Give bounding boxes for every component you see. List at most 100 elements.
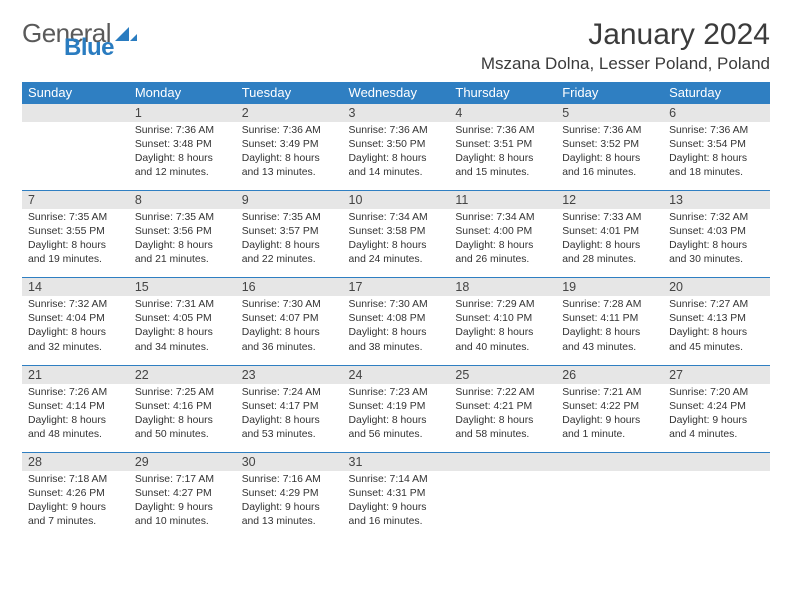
day-content-cell: Sunrise: 7:36 AMSunset: 3:50 PMDaylight:… (343, 122, 450, 191)
weekday-header: Sunday (22, 82, 129, 104)
header: General Blue January 2024 Mszana Dolna, … (22, 18, 770, 74)
day-content-cell: Sunrise: 7:24 AMSunset: 4:17 PMDaylight:… (236, 384, 343, 453)
daylight-text: Daylight: 9 hours and 10 minutes. (135, 501, 230, 529)
sunset-text: Sunset: 4:31 PM (349, 487, 444, 501)
sunset-text: Sunset: 3:51 PM (455, 138, 550, 152)
day-content-cell: Sunrise: 7:27 AMSunset: 4:13 PMDaylight:… (663, 296, 770, 365)
daylight-text: Daylight: 8 hours and 58 minutes. (455, 414, 550, 442)
sunset-text: Sunset: 3:55 PM (28, 225, 123, 239)
weekday-header: Tuesday (236, 82, 343, 104)
day-content-cell: Sunrise: 7:34 AMSunset: 4:00 PMDaylight:… (449, 209, 556, 278)
sunrise-text: Sunrise: 7:36 AM (135, 124, 230, 138)
day-content-cell: Sunrise: 7:31 AMSunset: 4:05 PMDaylight:… (129, 296, 236, 365)
sunset-text: Sunset: 4:26 PM (28, 487, 123, 501)
weekday-header: Friday (556, 82, 663, 104)
calendar-table: SundayMondayTuesdayWednesdayThursdayFrid… (22, 82, 770, 539)
sunset-text: Sunset: 4:05 PM (135, 312, 230, 326)
daylight-text: Daylight: 8 hours and 16 minutes. (562, 152, 657, 180)
sunrise-text: Sunrise: 7:21 AM (562, 386, 657, 400)
day-content-cell: Sunrise: 7:36 AMSunset: 3:52 PMDaylight:… (556, 122, 663, 191)
logo-text-b: Blue (64, 34, 114, 62)
day-number-cell: 30 (236, 452, 343, 471)
sunset-text: Sunset: 3:49 PM (242, 138, 337, 152)
sunrise-text: Sunrise: 7:30 AM (349, 298, 444, 312)
sunset-text: Sunset: 3:54 PM (669, 138, 764, 152)
sunrise-text: Sunrise: 7:35 AM (242, 211, 337, 225)
day-content-cell: Sunrise: 7:32 AMSunset: 4:03 PMDaylight:… (663, 209, 770, 278)
day-content-cell: Sunrise: 7:23 AMSunset: 4:19 PMDaylight:… (343, 384, 450, 453)
sunrise-text: Sunrise: 7:34 AM (455, 211, 550, 225)
day-number-cell: 12 (556, 191, 663, 210)
daylight-text: Daylight: 8 hours and 13 minutes. (242, 152, 337, 180)
sunset-text: Sunset: 4:01 PM (562, 225, 657, 239)
sunset-text: Sunset: 4:13 PM (669, 312, 764, 326)
day-number-cell: 11 (449, 191, 556, 210)
day-number-cell: 19 (556, 278, 663, 297)
logo-triangle-icon (115, 27, 137, 41)
day-content-cell: Sunrise: 7:17 AMSunset: 4:27 PMDaylight:… (129, 471, 236, 539)
daylight-text: Daylight: 8 hours and 53 minutes. (242, 414, 337, 442)
weekday-header: Monday (129, 82, 236, 104)
daylight-text: Daylight: 8 hours and 50 minutes. (135, 414, 230, 442)
daylight-text: Daylight: 9 hours and 16 minutes. (349, 501, 444, 529)
sunrise-text: Sunrise: 7:24 AM (242, 386, 337, 400)
sunrise-text: Sunrise: 7:36 AM (349, 124, 444, 138)
day-number-cell: 20 (663, 278, 770, 297)
day-number-cell: 14 (22, 278, 129, 297)
day-content-cell: Sunrise: 7:30 AMSunset: 4:07 PMDaylight:… (236, 296, 343, 365)
daylight-text: Daylight: 9 hours and 1 minute. (562, 414, 657, 442)
day-number-cell: 2 (236, 104, 343, 123)
day-content-cell (449, 471, 556, 539)
sunset-text: Sunset: 4:17 PM (242, 400, 337, 414)
day-number-cell: 18 (449, 278, 556, 297)
daylight-text: Daylight: 8 hours and 48 minutes. (28, 414, 123, 442)
daylight-text: Daylight: 8 hours and 34 minutes. (135, 326, 230, 354)
sunrise-text: Sunrise: 7:33 AM (562, 211, 657, 225)
day-content-cell: Sunrise: 7:35 AMSunset: 3:57 PMDaylight:… (236, 209, 343, 278)
daylight-text: Daylight: 8 hours and 38 minutes. (349, 326, 444, 354)
day-number-cell: 1 (129, 104, 236, 123)
day-number-cell: 10 (343, 191, 450, 210)
daylight-text: Daylight: 8 hours and 24 minutes. (349, 239, 444, 267)
sunrise-text: Sunrise: 7:31 AM (135, 298, 230, 312)
day-content-cell: Sunrise: 7:36 AMSunset: 3:49 PMDaylight:… (236, 122, 343, 191)
sunset-text: Sunset: 3:58 PM (349, 225, 444, 239)
daylight-text: Daylight: 9 hours and 4 minutes. (669, 414, 764, 442)
daylight-text: Daylight: 9 hours and 13 minutes. (242, 501, 337, 529)
sunrise-text: Sunrise: 7:17 AM (135, 473, 230, 487)
sunrise-text: Sunrise: 7:35 AM (28, 211, 123, 225)
sunrise-text: Sunrise: 7:30 AM (242, 298, 337, 312)
sunset-text: Sunset: 4:11 PM (562, 312, 657, 326)
month-title: January 2024 (481, 18, 770, 52)
day-number-cell: 3 (343, 104, 450, 123)
location: Mszana Dolna, Lesser Poland, Poland (481, 54, 770, 74)
sunset-text: Sunset: 4:14 PM (28, 400, 123, 414)
day-number-cell: 17 (343, 278, 450, 297)
sunset-text: Sunset: 4:22 PM (562, 400, 657, 414)
weekday-header: Wednesday (343, 82, 450, 104)
day-content-cell: Sunrise: 7:26 AMSunset: 4:14 PMDaylight:… (22, 384, 129, 453)
day-content-cell (556, 471, 663, 539)
sunrise-text: Sunrise: 7:25 AM (135, 386, 230, 400)
daylight-text: Daylight: 9 hours and 7 minutes. (28, 501, 123, 529)
day-content-cell: Sunrise: 7:20 AMSunset: 4:24 PMDaylight:… (663, 384, 770, 453)
sunrise-text: Sunrise: 7:34 AM (349, 211, 444, 225)
sunrise-text: Sunrise: 7:18 AM (28, 473, 123, 487)
day-content-cell: Sunrise: 7:34 AMSunset: 3:58 PMDaylight:… (343, 209, 450, 278)
sunset-text: Sunset: 4:19 PM (349, 400, 444, 414)
daylight-text: Daylight: 8 hours and 22 minutes. (242, 239, 337, 267)
sunrise-text: Sunrise: 7:36 AM (455, 124, 550, 138)
day-number-cell (449, 452, 556, 471)
sunrise-text: Sunrise: 7:36 AM (242, 124, 337, 138)
sunrise-text: Sunrise: 7:36 AM (669, 124, 764, 138)
sunrise-text: Sunrise: 7:29 AM (455, 298, 550, 312)
day-number-cell: 23 (236, 365, 343, 384)
sunset-text: Sunset: 3:52 PM (562, 138, 657, 152)
daylight-text: Daylight: 8 hours and 14 minutes. (349, 152, 444, 180)
daylight-text: Daylight: 8 hours and 28 minutes. (562, 239, 657, 267)
day-content-cell: Sunrise: 7:33 AMSunset: 4:01 PMDaylight:… (556, 209, 663, 278)
title-block: January 2024 Mszana Dolna, Lesser Poland… (481, 18, 770, 74)
daylight-text: Daylight: 8 hours and 36 minutes. (242, 326, 337, 354)
daylight-text: Daylight: 8 hours and 43 minutes. (562, 326, 657, 354)
day-content-cell: Sunrise: 7:30 AMSunset: 4:08 PMDaylight:… (343, 296, 450, 365)
